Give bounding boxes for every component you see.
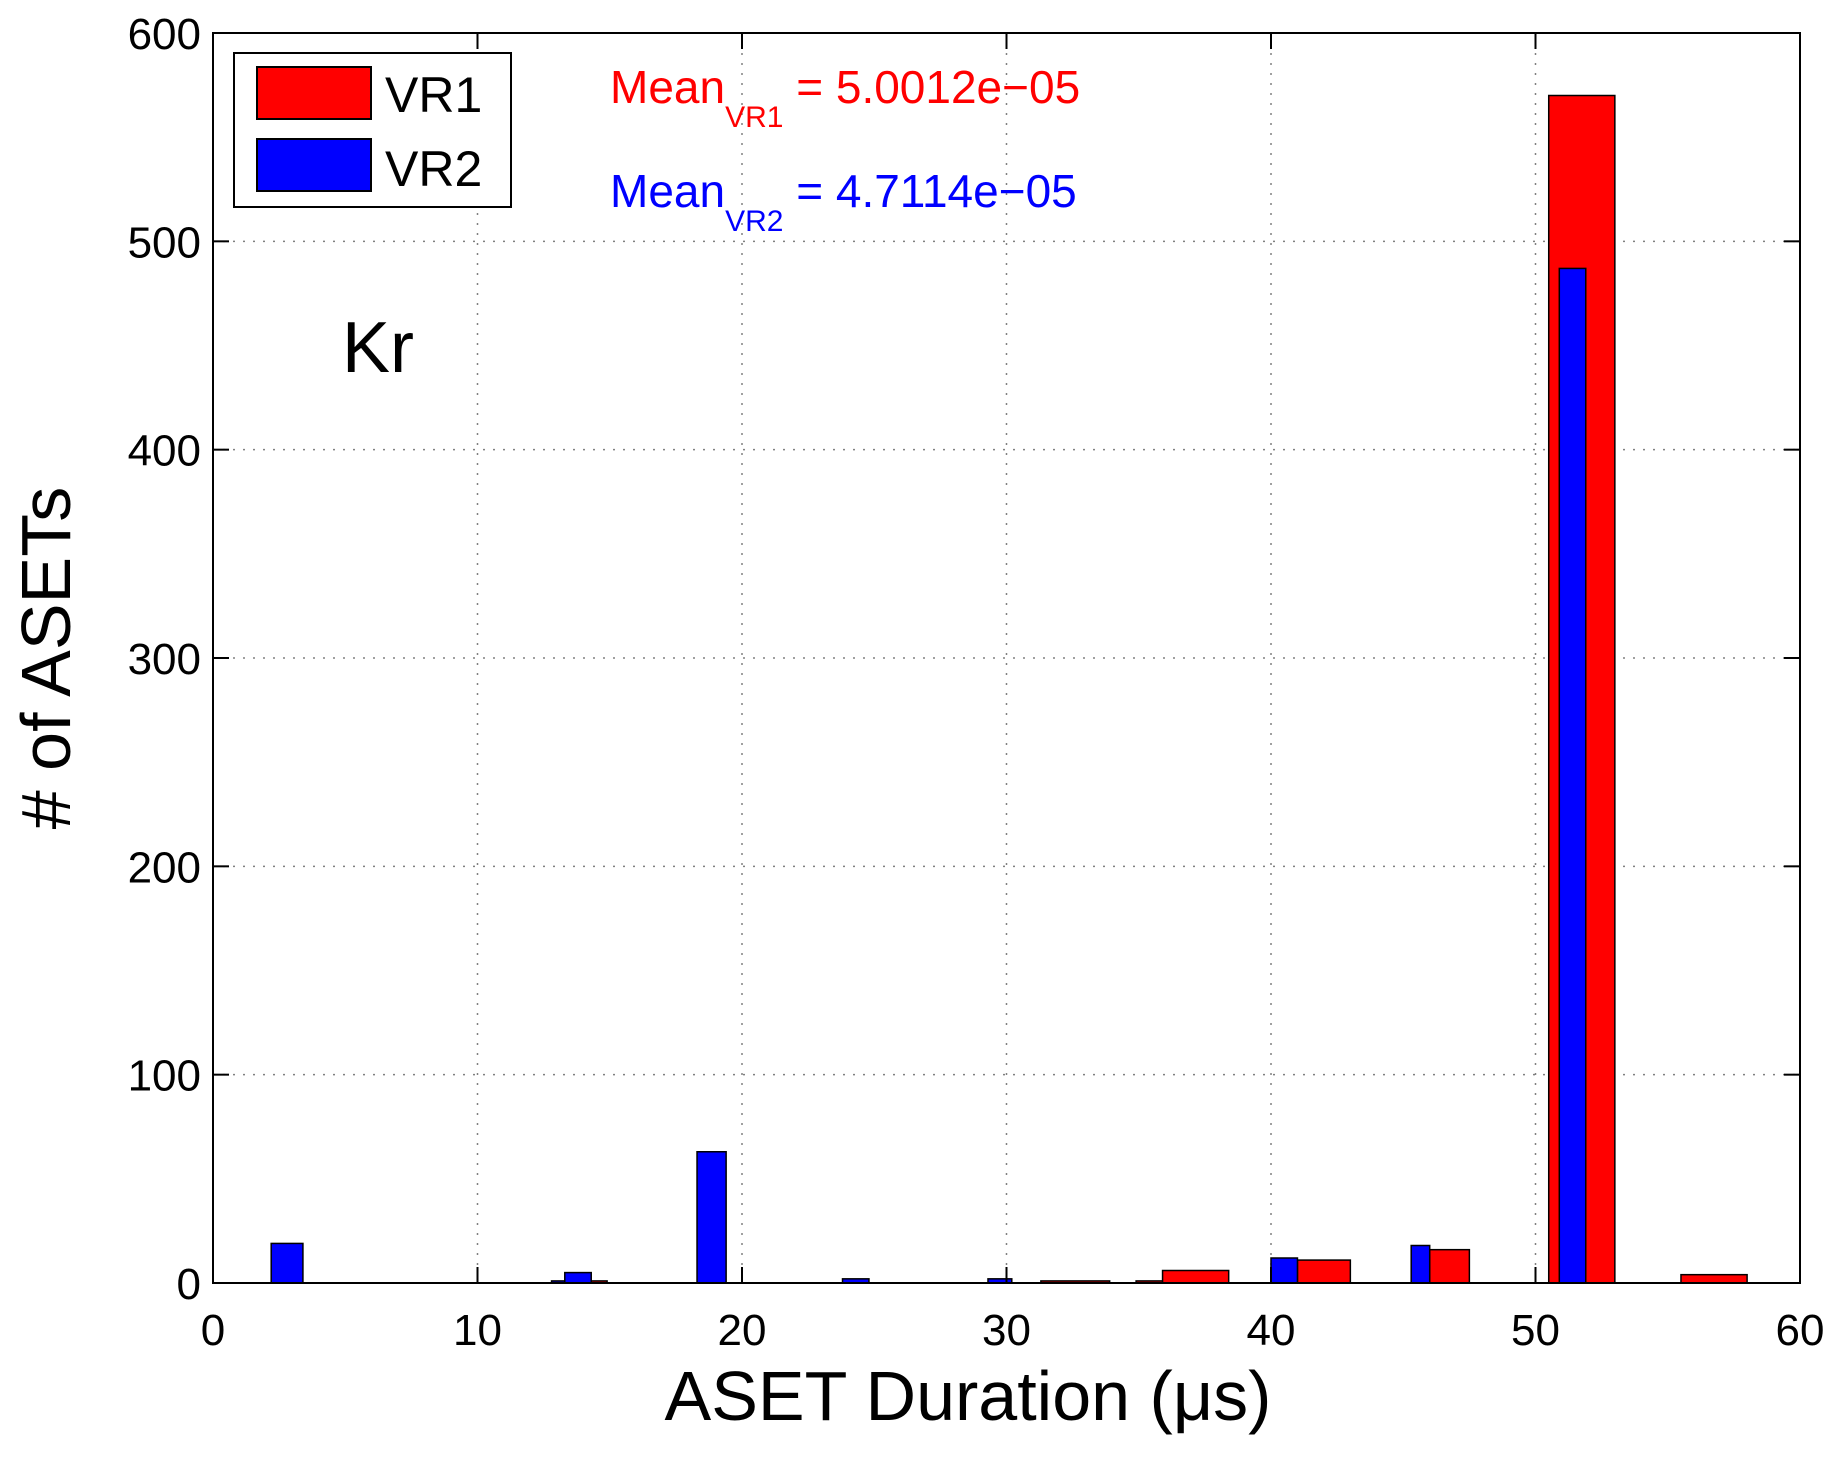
bar-vr2-6	[1270, 1257, 1299, 1284]
mean-vr1-subscript: VR1	[725, 101, 783, 134]
bar-vr2-8	[1558, 267, 1587, 1284]
bar-vr2-3	[696, 1151, 727, 1284]
x-tick-label-4: 40	[1247, 1306, 1296, 1355]
x-tick-label-1: 10	[453, 1306, 502, 1355]
mean-vr2-annotation: MeanVR2 = 4.7114e−05	[610, 165, 1077, 238]
x-tick-label-5: 50	[1511, 1306, 1560, 1355]
y-tick-label-1: 100	[128, 1052, 201, 1101]
y-tick-label-5: 500	[128, 218, 201, 267]
mean-vr2-value: = 4.7114e−05	[783, 165, 1076, 217]
bar-vr2-2	[564, 1271, 592, 1284]
x-tick-label-3: 30	[982, 1306, 1031, 1355]
x-axis-label: ASET Duration (μs)	[665, 1357, 1272, 1435]
mean-vr1-annotation: MeanVR1 = 5.0012e−05	[610, 61, 1080, 134]
legend-label-vr2: VR2	[385, 141, 482, 197]
mean-vr2-main: Mean	[610, 165, 725, 217]
legend-swatch-vr1	[256, 66, 372, 120]
x-tick-label-6: 60	[1776, 1306, 1825, 1355]
bars	[270, 94, 1748, 1284]
bar-vr1-5	[1428, 1248, 1471, 1284]
mean-vr1-main: Mean	[610, 61, 725, 113]
y-tick-label-3: 300	[128, 635, 201, 684]
grid-lines	[213, 33, 1800, 1283]
legend-label-vr1: VR1	[385, 67, 482, 123]
y-axis-label: # of ASETs	[7, 487, 85, 829]
x-tick-label-2: 20	[718, 1306, 767, 1355]
x-tick-label-0: 0	[201, 1306, 225, 1355]
mean-vr1-value: = 5.0012e−05	[783, 61, 1080, 113]
y-tick-label-4: 400	[128, 427, 201, 476]
element-label: Kr	[342, 308, 414, 388]
legend-swatch-vr2	[256, 138, 372, 192]
bar-vr2-0	[270, 1242, 304, 1284]
bar-vr2-7	[1410, 1244, 1431, 1284]
bar-vr1-3	[1161, 1269, 1230, 1284]
legend: VR1 VR2	[233, 52, 512, 208]
mean-vr2-subscript: VR2	[725, 205, 783, 238]
bar-vr1-4	[1296, 1259, 1352, 1284]
bar-vr1-7	[1680, 1273, 1748, 1284]
y-tick-label-2: 200	[128, 843, 201, 892]
y-tick-label-6: 600	[128, 10, 201, 59]
y-tick-label-0: 0	[177, 1260, 201, 1309]
